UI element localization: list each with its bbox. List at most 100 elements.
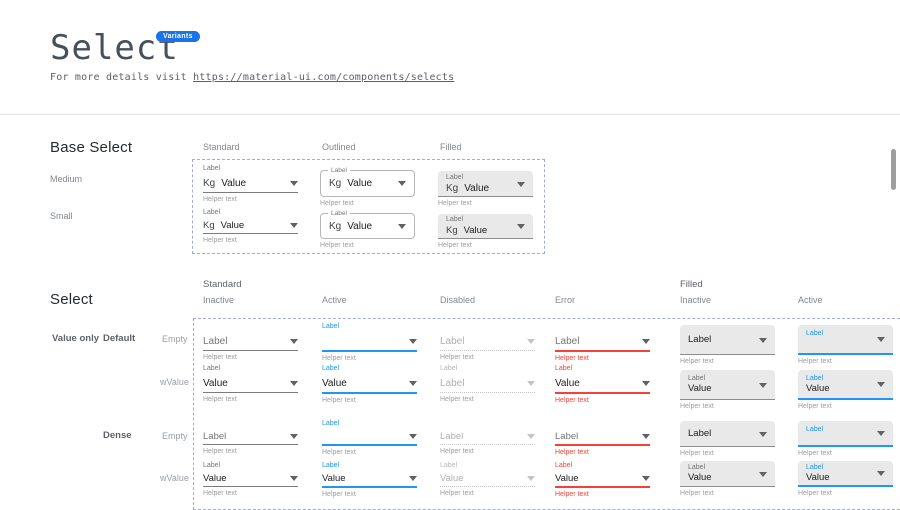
select-std-disabled-wvalue: Label Label Helper text bbox=[440, 364, 535, 403]
select-value: Value bbox=[806, 382, 830, 394]
helper-text: Helper text bbox=[203, 354, 237, 361]
group-standard: Standard bbox=[203, 279, 242, 290]
select-value-row[interactable]: Label bbox=[555, 332, 650, 352]
select-std-inactive-empty[interactable]: Label Helper text bbox=[203, 322, 298, 361]
select-value-row: Label bbox=[440, 332, 535, 351]
select-std-disabled-empty: Label Helper text bbox=[440, 322, 535, 361]
base-select-heading: Base Select bbox=[50, 139, 133, 156]
floating-label bbox=[203, 322, 298, 332]
helper-text: Helper text bbox=[680, 403, 714, 410]
select-filled-inactive-wvalue[interactable]: Label Value Helper text bbox=[680, 370, 775, 410]
select-value: Value bbox=[688, 383, 712, 394]
base-filled-medium-select[interactable]: Label Kg Value Helper text bbox=[438, 171, 533, 207]
select-value-row[interactable]: Kg Value bbox=[203, 174, 298, 193]
select-filled-dense-inactive-wvalue[interactable]: Label Value Helper text bbox=[680, 461, 775, 497]
filled-box[interactable]: Label bbox=[798, 421, 893, 447]
select-std-active-wvalue[interactable]: Label Value Helper text bbox=[322, 364, 417, 404]
select-std-active-empty[interactable]: Label Helper text bbox=[322, 322, 417, 362]
select-value-row[interactable]: Label bbox=[555, 428, 650, 446]
floating-label bbox=[555, 322, 650, 332]
filled-box[interactable]: Label Kg Value bbox=[438, 214, 533, 239]
base-standard-small-select[interactable]: Label Kg Value Helper text bbox=[203, 208, 298, 244]
helper-text: Helper text bbox=[322, 397, 356, 404]
select-value-row[interactable]: Value bbox=[555, 374, 650, 394]
floating-label: Label bbox=[555, 462, 573, 469]
filled-box[interactable]: Label Value bbox=[798, 370, 893, 400]
col-std-active: Active bbox=[322, 295, 347, 305]
base-col-outlined: Outlined bbox=[322, 142, 356, 152]
select-value: Label bbox=[555, 335, 580, 347]
select-value: Kg Value bbox=[203, 219, 245, 231]
base-filled-small-select[interactable]: Label Kg Value Helper text bbox=[438, 214, 533, 249]
select-value-row[interactable]: Value bbox=[322, 374, 417, 394]
select-std-dense-active-empty[interactable]: Label Helper text bbox=[322, 419, 417, 456]
select-filled-dense-active-empty[interactable]: Label Helper text bbox=[798, 421, 893, 457]
kg-adornment: Kg bbox=[329, 220, 342, 232]
select-value-row[interactable]: Value bbox=[555, 470, 650, 488]
docs-link[interactable]: https://material-ui.com/components/selec… bbox=[193, 72, 455, 83]
select-value-row[interactable]: Value bbox=[203, 374, 298, 393]
select-value-row[interactable] bbox=[322, 332, 417, 352]
filled-box[interactable]: Label Value bbox=[680, 461, 775, 487]
select-std-error-empty[interactable]: Label Helper text bbox=[555, 322, 650, 362]
helper-text: Helper text bbox=[322, 491, 356, 498]
select-value: Label bbox=[688, 427, 712, 439]
filled-box[interactable]: Label bbox=[680, 325, 775, 355]
select-value: Label bbox=[440, 377, 465, 389]
select-std-dense-error-wvalue[interactable]: Label Value Helper text bbox=[555, 461, 650, 498]
select-label: Label bbox=[328, 209, 350, 218]
kind-wvalue-default: wValue bbox=[160, 377, 189, 387]
select-value-row[interactable]: Kg Value bbox=[203, 217, 298, 234]
base-row-medium: Medium bbox=[50, 174, 83, 184]
filled-box[interactable]: Label Value bbox=[798, 461, 893, 487]
filled-box[interactable]: Label Kg Value bbox=[438, 171, 533, 197]
filled-box[interactable]: Label Value bbox=[680, 370, 775, 400]
dropdown-arrow-icon bbox=[759, 337, 767, 343]
select-value-row[interactable]: Value bbox=[203, 470, 298, 487]
select-value-row[interactable] bbox=[322, 428, 417, 446]
col-std-inactive: Inactive bbox=[203, 295, 235, 305]
filled-box[interactable]: Label bbox=[798, 325, 893, 355]
outlined-box[interactable]: Label Kg Value bbox=[320, 209, 415, 239]
select-value: Value bbox=[203, 377, 228, 389]
select-value-row[interactable]: Value bbox=[322, 470, 417, 488]
outlined-box[interactable]: Label Kg Value bbox=[320, 166, 415, 197]
dropdown-arrow-icon bbox=[290, 338, 298, 344]
helper-text: Helper text bbox=[555, 355, 589, 362]
col-filled-inactive: Inactive bbox=[680, 295, 712, 305]
select-std-dense-inactive-wvalue[interactable]: Label Value Helper text bbox=[203, 461, 298, 497]
helper-text: Helper text bbox=[798, 403, 832, 410]
select-value-row[interactable]: Label bbox=[203, 332, 298, 351]
select-std-dense-inactive-empty[interactable]: Label Helper text bbox=[203, 419, 298, 455]
floating-label: Label bbox=[806, 426, 824, 433]
select-filled-inactive-empty[interactable]: Label Helper text bbox=[680, 325, 775, 365]
select-filled-dense-active-wvalue[interactable]: Label Value Helper text bbox=[798, 461, 893, 497]
select-filled-active-wvalue[interactable]: Label Value Helper text bbox=[798, 370, 893, 410]
select-value: Value bbox=[322, 377, 347, 389]
floating-label: Label bbox=[688, 375, 706, 382]
select-filled-active-empty[interactable]: Label Helper text bbox=[798, 325, 893, 365]
filled-box[interactable]: Label bbox=[680, 421, 775, 447]
select-std-error-wvalue[interactable]: Label Value Helper text bbox=[555, 364, 650, 404]
select-label: Label bbox=[446, 216, 464, 223]
select-value: Value bbox=[440, 472, 464, 484]
floating-label: Label bbox=[440, 365, 458, 372]
select-value: Kg Value bbox=[446, 182, 490, 194]
scrollbar-thumb[interactable] bbox=[891, 149, 896, 190]
col-std-disabled: Disabled bbox=[440, 295, 476, 305]
select-filled-dense-inactive-empty[interactable]: Label Helper text bbox=[680, 421, 775, 457]
select-std-dense-error-empty[interactable]: Label Helper text bbox=[555, 419, 650, 456]
select-value: Value bbox=[555, 377, 580, 389]
floating-label: Label bbox=[806, 463, 824, 471]
select-value-row[interactable]: Label bbox=[203, 428, 298, 445]
select-std-inactive-wvalue[interactable]: Label Value Helper text bbox=[203, 364, 298, 403]
base-col-standard: Standard bbox=[203, 142, 240, 152]
base-outlined-small-select[interactable]: Label Kg Value Helper text bbox=[320, 209, 415, 249]
select-value: Value bbox=[322, 472, 346, 484]
select-std-dense-disabled-empty: Label Helper text bbox=[440, 419, 535, 455]
base-standard-medium-select[interactable]: Label Kg Value Helper text bbox=[203, 164, 298, 203]
select-std-dense-active-wvalue[interactable]: Label Value Helper text bbox=[322, 461, 417, 498]
base-outlined-medium-select[interactable]: Label Kg Value Helper text bbox=[320, 166, 415, 207]
col-std-error: Error bbox=[555, 295, 575, 305]
select-heading: Select bbox=[50, 291, 93, 308]
